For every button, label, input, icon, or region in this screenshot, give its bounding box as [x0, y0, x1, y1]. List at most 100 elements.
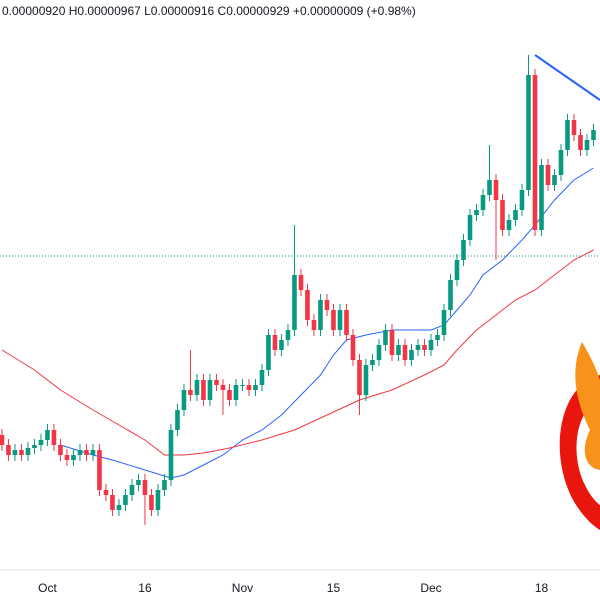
candle-body: [110, 495, 115, 510]
candle-body: [97, 450, 102, 490]
candle-body: [201, 380, 206, 400]
candle-body: [38, 440, 44, 445]
candle-body: [64, 455, 70, 460]
candle-body: [188, 390, 193, 395]
candle-body: [318, 300, 323, 330]
candle-body: [12, 450, 18, 455]
candle-body: [422, 345, 427, 350]
candle-body: [467, 215, 473, 240]
candle-body: [175, 410, 180, 430]
candle-body: [500, 200, 505, 230]
x-tick-label: Nov: [232, 581, 253, 595]
plot: [0, 54, 600, 525]
candle-body: [565, 120, 570, 150]
candle-body: [350, 335, 356, 360]
candle-body: [389, 330, 395, 355]
candle-body: [396, 345, 401, 355]
candle-body: [233, 385, 239, 400]
candle-body: [539, 165, 544, 230]
candle-body: [45, 430, 50, 440]
candle-body: [298, 275, 304, 290]
candle-body: [558, 150, 564, 175]
candle-body: [103, 490, 109, 495]
candle-body: [220, 385, 226, 390]
candle-body: [136, 480, 141, 485]
candle-body: [402, 345, 408, 360]
candle-body: [149, 495, 154, 510]
candle-body: [272, 335, 278, 350]
candle-body: [519, 190, 525, 210]
candle-body: [194, 380, 200, 395]
trend-line: [534, 54, 600, 101]
candle-body: [168, 430, 174, 480]
candle-body: [337, 310, 343, 330]
x-tick-label: 16: [138, 581, 152, 595]
x-tick-label: Oct: [38, 581, 57, 595]
moving-average: [1, 249, 594, 456]
candle-body: [116, 505, 122, 510]
candle-body: [155, 490, 161, 510]
candle-body: [480, 195, 486, 210]
candle-body: [552, 175, 557, 185]
candle-body: [71, 455, 76, 460]
candle-body: [0, 435, 5, 445]
candle-body: [19, 450, 24, 455]
candle-body: [77, 450, 83, 455]
candle-body: [461, 240, 466, 260]
logo-flame: [575, 342, 600, 470]
candle-body: [448, 280, 453, 310]
candle-body: [266, 335, 271, 370]
candle-body: [591, 130, 596, 140]
x-tick-label: 15: [327, 581, 341, 595]
candle-body: [370, 360, 375, 365]
ohlc-legend: 0.00000920 H0.00000967 L0.00000916 C0.00…: [2, 4, 416, 18]
x-tick-label: 18: [535, 581, 549, 595]
candle-body: [142, 480, 148, 495]
candle-body: [487, 180, 492, 195]
candle-body: [526, 75, 531, 190]
candle-body: [409, 350, 414, 360]
candle-body: [545, 165, 551, 185]
candle-body: [292, 275, 297, 330]
candle-body: [253, 385, 258, 390]
candle-body: [493, 180, 499, 200]
candle-body: [311, 320, 317, 330]
candle-body: [181, 390, 187, 410]
candle-body: [441, 310, 447, 335]
candle-body: [129, 485, 135, 495]
logo: [559, 342, 600, 530]
candle-body: [285, 330, 291, 340]
candle-body: [84, 450, 89, 455]
candle-body: [363, 365, 369, 395]
candle-body: [279, 340, 284, 350]
candle-body: [227, 390, 232, 400]
candle-body: [428, 340, 434, 350]
candle-body: [305, 290, 310, 320]
candle-body: [344, 310, 349, 335]
candle-body: [584, 140, 590, 150]
candle-body: [506, 220, 512, 230]
candle-body: [32, 445, 37, 448]
candle-body: [207, 380, 213, 400]
candle-body: [25, 448, 31, 455]
candle-body: [578, 135, 583, 150]
candle-body: [123, 495, 128, 505]
candle-body: [454, 260, 460, 280]
candle-body: [240, 385, 245, 386]
candle-body: [51, 430, 57, 445]
candle-body: [571, 120, 577, 135]
candle-body: [162, 480, 167, 490]
x-tick-label: Dec: [420, 581, 441, 595]
candle-body: [513, 210, 518, 220]
candle-body: [383, 330, 388, 345]
candle-body: [246, 385, 252, 390]
candle-body: [331, 310, 336, 330]
candle-body: [324, 300, 330, 310]
candle-body: [6, 445, 11, 455]
candle-body: [214, 380, 219, 385]
candle-body: [435, 335, 440, 340]
candle-body: [357, 360, 362, 395]
candle-body: [90, 450, 96, 455]
